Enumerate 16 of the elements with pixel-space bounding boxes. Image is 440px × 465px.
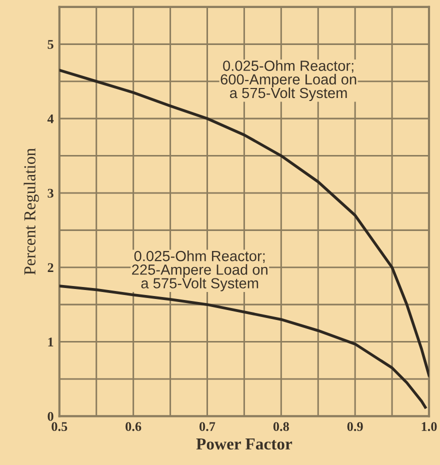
y-tick-label: 2 <box>48 263 54 272</box>
y-axis-title: Percent Regulation <box>24 148 39 275</box>
x-tick-label: 0.6 <box>126 422 142 432</box>
x-tick-label: 0.8 <box>273 422 289 432</box>
y-tick-label: 0 <box>48 412 54 421</box>
y-tick-label: 4 <box>47 114 54 124</box>
y-tick-label: 3 <box>48 188 54 198</box>
x-tick-label: 0.5 <box>52 422 68 432</box>
x-tick-label: 1.0 <box>422 422 437 432</box>
x-tick-label: 0.7 <box>199 422 216 432</box>
x-tick-label: 0.9 <box>347 422 363 432</box>
y-tick-label: 5 <box>48 40 54 49</box>
x-axis-title: Power Factor <box>196 438 292 450</box>
y-tick-label: 1 <box>48 338 54 346</box>
annotation: 0.025-Ohm Reactor; 225-Ampere Load on a 575-Volt System <box>132 250 268 292</box>
annotation: 0.025-Ohm Reactor; 600-Ampere Load on a 575-Volt System <box>220 60 356 102</box>
